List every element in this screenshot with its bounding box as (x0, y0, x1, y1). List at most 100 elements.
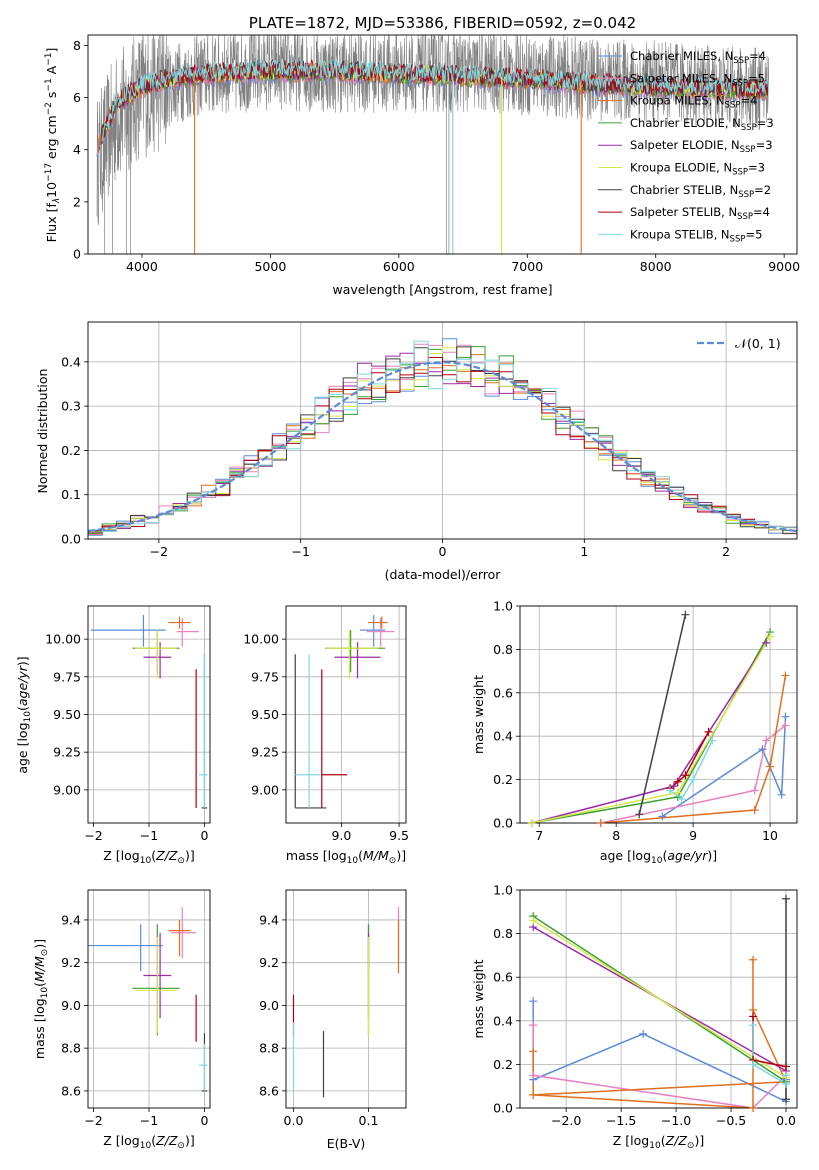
weight-marker-chabrier_miles (777, 790, 786, 799)
tick-label-y: 9.00 (53, 782, 81, 797)
legend-entry: Kroupa STELIB, NSSP=5 (630, 227, 762, 244)
weight-marker-chabrier_stelib (782, 894, 791, 903)
axes-frame (519, 605, 798, 824)
axes-weight_vs_age: 7 8 9 10 0.0 0.2 0.4 0.6 0.8 1.0 (493, 599, 797, 843)
weight-marker-kroupa_stelib (689, 775, 698, 784)
tick-label-y: 0.2 (493, 772, 513, 787)
tick-label-y: 9.50 (251, 707, 279, 722)
tick-label-x: −1.0 (661, 1113, 691, 1128)
label-part: ] (44, 48, 59, 53)
weight-line-kroupa_miles (600, 675, 787, 823)
tick-label-x: 6000 (383, 259, 415, 274)
y-axis-label: mass weight (471, 959, 486, 1038)
weight-marker-kroupa_stelib (677, 795, 686, 804)
x-axis-label: (data-model)/error (385, 567, 502, 582)
label-part: =5 (745, 227, 762, 241)
legend-entry: Salpeter STELIB, NSSP=4 (630, 205, 770, 222)
chart-title: PLATE=1872, MJD=53386, FIBERID=0592, z=0… (249, 14, 636, 32)
errorbar-chabrier_elodie (325, 630, 386, 673)
tick-label-x: −0.5 (716, 1113, 746, 1128)
label-part: =3 (748, 161, 765, 175)
label-part: =4 (740, 94, 757, 108)
tick-label-y: 8.6 (61, 1083, 81, 1098)
label-part: Z [log (613, 1133, 649, 1148)
tick-label-y: 8.8 (259, 1041, 279, 1056)
x-axis-label: wavelength [Angstrom, rest frame] (332, 282, 552, 297)
tick-label-x: 4000 (126, 259, 158, 274)
label-part: SSP (738, 190, 754, 200)
label-part: =3 (757, 116, 774, 130)
weight-marker-salpeter_stelib (673, 777, 682, 786)
axes-frame (87, 889, 211, 1109)
label-part: Z/Z (155, 1133, 178, 1148)
axes-frame (87, 321, 798, 540)
tick-label-y: 0.1 (61, 487, 81, 502)
tick-label-y: 2 (73, 194, 81, 209)
tick-label-y: 0.8 (493, 926, 513, 941)
label-part: 10 (649, 1141, 661, 1151)
tick-label-x: 9 (689, 828, 697, 843)
weight-line-kroupa_elodie (532, 919, 787, 1079)
weight-line-chabrier_stelib (638, 614, 687, 815)
label-part: ( (32, 982, 47, 987)
label-part: −1 (44, 78, 54, 91)
weight-line-chabrier_miles (532, 1001, 787, 1103)
label-part: 10 (651, 856, 663, 866)
label-part: )] (694, 1133, 704, 1148)
weight-marker-kroupa_stelib (708, 736, 717, 745)
errorbar-kroupa_stelib (198, 654, 208, 808)
errorbar-kroupa_miles (168, 616, 191, 629)
y-axis-label: Normed distribution (35, 369, 50, 494)
tick-label-x: −1 (291, 544, 309, 559)
weight-marker-kroupa_miles (766, 762, 775, 771)
label-part: M/M (32, 956, 47, 982)
label-part: SSP (737, 212, 753, 222)
weight-marker-chabrier_miles (529, 997, 538, 1006)
axes-frame (87, 605, 211, 824)
label-part: 10 (140, 1141, 152, 1151)
label-part: Kroupa ELODIE, N (630, 161, 732, 175)
label-part: mass [log (286, 848, 347, 863)
tick-label-x: 2 (722, 544, 730, 559)
label-part: 10 (140, 856, 152, 866)
tick-label-x: 0.1 (359, 1113, 379, 1128)
label-part: SSP (732, 78, 748, 88)
tick-label-x: −2.0 (551, 1113, 581, 1128)
label-part: ( (15, 706, 30, 711)
label-part: Flux [f (44, 203, 59, 243)
tick-label-y: 6 (73, 90, 81, 105)
weight-marker-chabrier_stelib (681, 610, 690, 619)
weight-marker-salpeter_miles (529, 1071, 538, 1080)
weight-marker-kroupa_miles (749, 955, 758, 964)
y-axis-label: mass [log10(M/M⊙)] (32, 939, 50, 1059)
weight-marker-salpeter_stelib (782, 1062, 791, 1071)
tick-label-x: 0 (200, 1113, 208, 1128)
tick-label-y: 10.00 (243, 632, 279, 647)
label-part: 10 (23, 711, 33, 723)
errorbar-chabrier_elodie (132, 924, 180, 1036)
weight-line-kroupa_stelib (669, 740, 714, 801)
label-part: ( (151, 1133, 156, 1148)
axes-weight_vs_Z: −2.0 −1.5 −1.0 −0.5 0.0 0.0 0.2 0.4 0.6 0.8 1.0 (493, 883, 797, 1128)
weight-marker-kroupa_stelib (749, 1060, 758, 1069)
tick-label-x: 10 (762, 828, 778, 843)
tick-label-y: 9.2 (61, 955, 81, 970)
tick-label-y: 0.4 (61, 354, 81, 369)
label-part: SSP (732, 168, 748, 178)
tick-label-y: 0.4 (493, 1013, 513, 1028)
label-part: SSP (733, 56, 749, 66)
plot-area-weight_vs_age (531, 614, 787, 823)
label-part: age/yr (667, 848, 708, 863)
tick-label-y: 0 (73, 247, 81, 262)
errorbar-kroupa_elodie (135, 937, 177, 1034)
axes-mass_vs_Z: −2 −1 0 8.6 8.8 9.0 9.2 9.4 (61, 890, 210, 1128)
weight-marker-kroupa_stelib (666, 786, 675, 795)
tick-label-y: 0.8 (493, 642, 513, 657)
label-part: M/M (363, 848, 389, 863)
legend-entry: Chabrier STELIB, NSSP=2 (630, 183, 771, 200)
axes-frame (285, 889, 407, 1109)
label-part: )] (396, 848, 406, 863)
weight-marker-kroupa_stelib (749, 1021, 758, 1030)
label-part: =4 (753, 205, 770, 219)
